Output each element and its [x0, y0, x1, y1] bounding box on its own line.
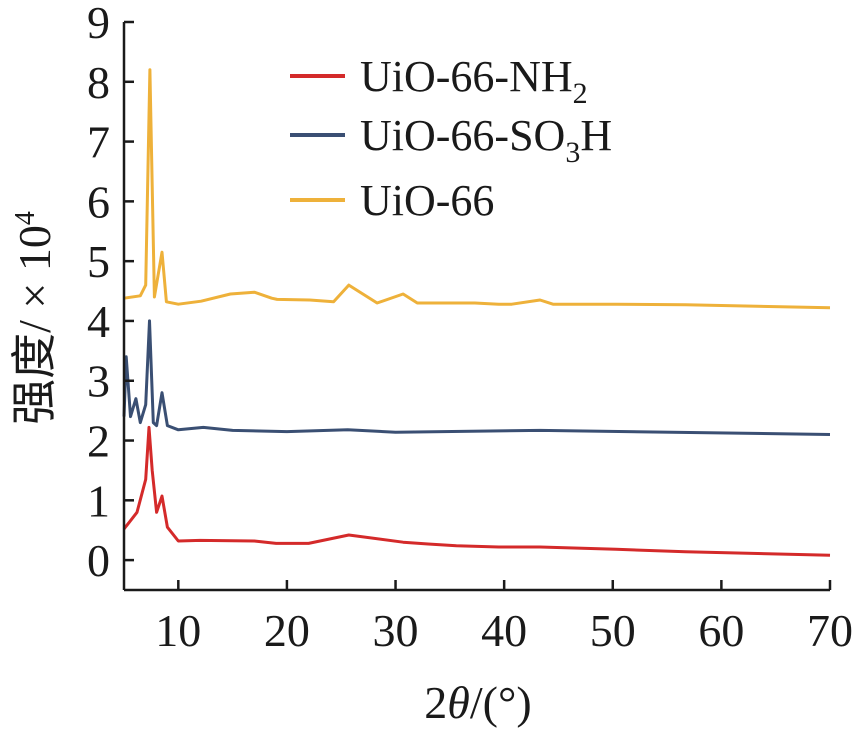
- y-tick-label: 2: [87, 416, 110, 467]
- y-tick-label: 3: [87, 356, 110, 407]
- x-tick-label: 20: [264, 605, 310, 656]
- y-tick-label: 7: [87, 117, 110, 168]
- y-tick-label: 6: [87, 176, 110, 227]
- ticks-group: 0 1 2 3 4 5 6 7 8 9 10 20 30 40 50 60 70: [87, 0, 853, 656]
- y-tick-label: 0: [87, 535, 110, 586]
- legend-label-0: UiO-66-NH2: [360, 52, 588, 110]
- y-axis-title: 强度/ × 104: [9, 211, 60, 425]
- x-tick-label: 30: [373, 605, 419, 656]
- x-tick-label: 10: [155, 605, 201, 656]
- y-tick-label: 5: [87, 236, 110, 287]
- y-tick-label: 4: [87, 296, 110, 347]
- series-line-1: [122, 319, 831, 436]
- x-tick-label: 40: [481, 605, 527, 656]
- x-tick-label: 50: [590, 605, 636, 656]
- x-tick-label: 70: [807, 605, 853, 656]
- x-axis-title: 2θ/(°): [424, 677, 531, 728]
- x-tick-label: 60: [698, 605, 744, 656]
- legend-label-2: UiO-66: [360, 176, 494, 225]
- axes-group: [122, 22, 830, 592]
- y-tick-label: 1: [87, 475, 110, 526]
- y-tick-label: 8: [87, 57, 110, 108]
- legend-label-1: UiO-66-SO3H: [360, 111, 612, 169]
- series-line-2: [123, 68, 831, 310]
- series-line-0: [122, 425, 831, 557]
- y-tick-label: 9: [87, 0, 110, 48]
- plot-series-group: [122, 68, 831, 557]
